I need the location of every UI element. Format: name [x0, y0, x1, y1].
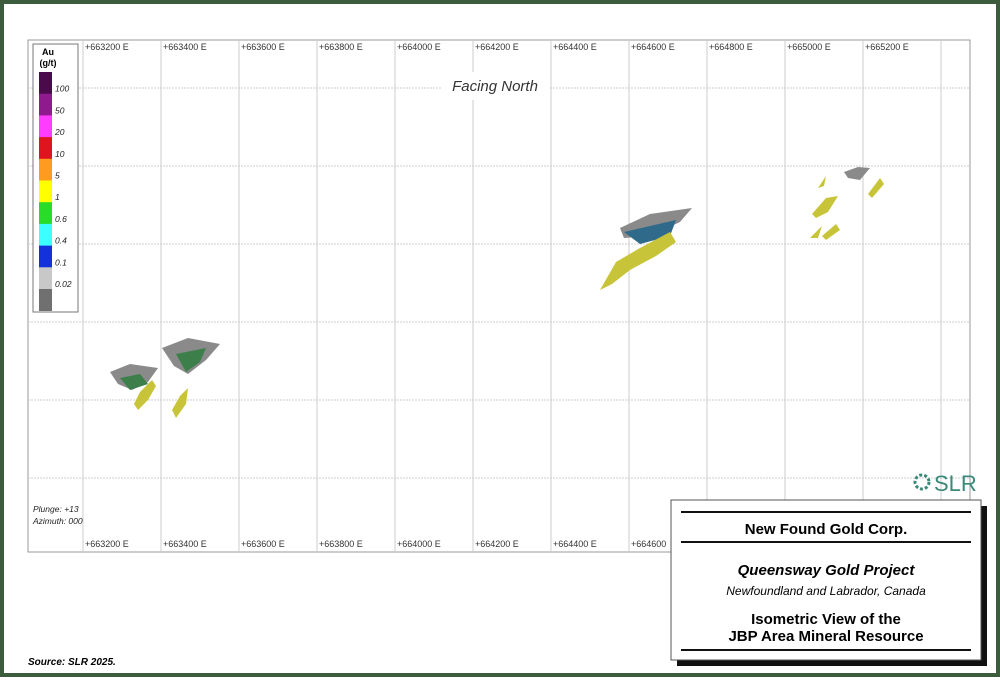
- figure-title: JBP Area Mineral Resource: [728, 628, 923, 645]
- block-cluster: [176, 348, 206, 372]
- legend-swatch: [39, 158, 52, 181]
- grid-label: +664200 E: [475, 539, 519, 549]
- legend-label: 20: [54, 127, 65, 137]
- grid-label: +664000 E: [397, 539, 441, 549]
- title-block: [670, 499, 982, 661]
- grid-label: +663800 E: [319, 42, 363, 52]
- grid-label: +664600 E: [631, 42, 675, 52]
- grid-label: +664200 E: [475, 42, 519, 52]
- lode: [868, 178, 884, 198]
- view-label-bg: [442, 72, 550, 100]
- legend-swatch: [39, 289, 52, 311]
- legend-label: 50: [55, 105, 65, 115]
- legend-swatch: [39, 72, 52, 94]
- lode: [600, 232, 676, 290]
- logo-text: SLR: [934, 471, 977, 496]
- grid-label: +663200 E: [85, 539, 129, 549]
- block-cluster: [120, 374, 148, 390]
- plot-frame: [27, 39, 971, 553]
- plunge: Plunge: +13: [33, 504, 79, 514]
- logo: SLR: [913, 471, 977, 496]
- project: Queensway Gold Project: [738, 562, 916, 579]
- legend-label: 0.6: [55, 214, 67, 224]
- legend-label: 0.1: [55, 257, 67, 267]
- lode: [172, 388, 188, 418]
- legend-title: Au: [42, 47, 54, 57]
- legend-label: 100: [55, 84, 69, 94]
- grid-label: +663400 E: [163, 539, 207, 549]
- legend-swatch: [39, 137, 52, 160]
- grid-label: +663400 E: [163, 42, 207, 52]
- legend-label: 0.4: [55, 236, 67, 246]
- grid-label: +664600: [631, 539, 666, 549]
- figure-title: Isometric View of the: [751, 611, 901, 628]
- location: Newfoundland and Labrador, Canada: [726, 584, 926, 598]
- block-cluster: [624, 220, 676, 244]
- legend-swatch: [39, 267, 52, 290]
- grid-label: +663600 E: [241, 42, 285, 52]
- grid-label: +664800 E: [709, 42, 753, 52]
- legend-swatch: [39, 180, 52, 203]
- legend-label: 10: [55, 149, 65, 159]
- legend-label: 5: [55, 171, 60, 181]
- azimuth: Azimuth: 000: [32, 516, 83, 526]
- legend-label: 1: [55, 192, 60, 202]
- grid-label: +664400 E: [553, 539, 597, 549]
- source: Source: SLR 2025.: [28, 657, 116, 668]
- grid-label: +663200 E: [85, 42, 129, 52]
- legend-title: (g/t): [40, 58, 57, 68]
- legend-swatch: [39, 223, 52, 246]
- legend-swatch: [39, 245, 52, 268]
- logo-mark: [913, 473, 931, 491]
- legend-label: 0.02: [55, 279, 72, 289]
- legend: Au(g/t) 100 50 20 10 5 1 0.6 0.4 0.1 0.02: [39, 47, 72, 311]
- pit-shell: [844, 167, 870, 180]
- grid-label: +663800 E: [319, 539, 363, 549]
- grid: +663200 E +663400 E +663600 E +663800 E +664…: [28, 40, 970, 552]
- ore-bodies: [110, 167, 884, 418]
- view-label: Facing North: [452, 78, 538, 95]
- legend-swatch: [39, 202, 52, 225]
- legend-swatch: [39, 115, 52, 138]
- grid-label: +664400 E: [553, 42, 597, 52]
- legend-swatch: [39, 93, 52, 116]
- lode: [134, 380, 156, 410]
- company: New Found Gold Corp.: [745, 521, 907, 538]
- grid-label: +665000 E: [787, 42, 831, 52]
- grid-label: +663600 E: [241, 539, 285, 549]
- grid-label: +665200 E: [865, 42, 909, 52]
- lode: [812, 196, 838, 218]
- grid-label: +664000 E: [397, 42, 441, 52]
